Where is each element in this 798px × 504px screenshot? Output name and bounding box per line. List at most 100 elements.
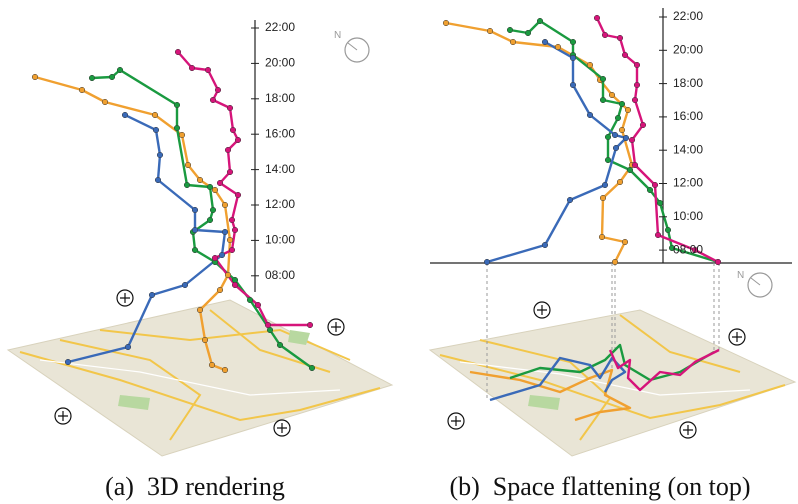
time-label: 18:00 bbox=[673, 76, 703, 90]
vertex-marker bbox=[631, 96, 639, 104]
vertex-marker bbox=[601, 31, 609, 39]
vertex-marker bbox=[121, 111, 129, 119]
vertex-marker bbox=[181, 281, 189, 289]
vertex-marker bbox=[618, 100, 626, 108]
vertex-marker bbox=[611, 131, 619, 139]
vertex-marker bbox=[78, 86, 86, 94]
vertex-marker bbox=[226, 104, 234, 112]
vertex-marker bbox=[226, 236, 234, 244]
vertex-marker bbox=[196, 306, 204, 314]
vertex-marker bbox=[486, 27, 494, 35]
vertex-marker bbox=[612, 144, 620, 152]
vertex-marker bbox=[206, 183, 214, 191]
time-label: 12:00 bbox=[673, 176, 703, 190]
vertex-marker bbox=[509, 38, 517, 46]
vertex-marker bbox=[621, 51, 629, 59]
compass-left: N bbox=[334, 30, 370, 63]
vertex-marker bbox=[191, 206, 199, 214]
vertex-marker bbox=[524, 29, 532, 37]
vertex-marker bbox=[626, 166, 634, 174]
vertex-marker bbox=[101, 98, 109, 106]
vertex-marker bbox=[569, 38, 577, 46]
vertex-marker bbox=[442, 19, 450, 27]
vertex-marker bbox=[586, 61, 594, 69]
vertex-marker bbox=[178, 131, 186, 139]
vertex-marker bbox=[569, 81, 577, 89]
time-label: 22:00 bbox=[673, 9, 703, 23]
vertex-marker bbox=[616, 178, 624, 186]
vertex-marker bbox=[624, 106, 632, 114]
vertex-marker bbox=[174, 48, 182, 56]
vertex-marker bbox=[264, 321, 272, 329]
vertex-marker bbox=[598, 233, 606, 241]
vertex-marker bbox=[541, 241, 549, 249]
vertex-marker bbox=[218, 251, 226, 259]
vertex-marker bbox=[224, 271, 232, 279]
vertex-marker bbox=[209, 206, 217, 214]
vertex-marker bbox=[156, 151, 164, 159]
vertex-marker bbox=[586, 111, 594, 119]
vertex-marker bbox=[654, 231, 662, 239]
time-label: 16:00 bbox=[673, 109, 703, 123]
time-label: 20:00 bbox=[673, 42, 703, 56]
vertex-marker bbox=[224, 146, 232, 154]
time-label: 08:00 bbox=[265, 268, 295, 282]
vertex-marker bbox=[614, 114, 622, 122]
vertex-marker bbox=[631, 161, 639, 169]
vertex-marker bbox=[254, 301, 262, 309]
time-label: 08:00 bbox=[673, 242, 703, 256]
vertex-marker bbox=[246, 296, 254, 304]
vertex-marker bbox=[196, 176, 204, 184]
projection-lines bbox=[486, 263, 720, 400]
vertex-marker bbox=[209, 96, 217, 104]
time-label: 10:00 bbox=[265, 233, 295, 247]
time-label: 12:00 bbox=[265, 197, 295, 211]
trajectories-right bbox=[442, 14, 722, 266]
vertex-marker bbox=[116, 66, 124, 74]
vertex-marker bbox=[276, 341, 284, 349]
vertex-marker bbox=[88, 74, 96, 82]
vertex-marker bbox=[601, 181, 609, 189]
vertex-marker bbox=[211, 254, 219, 262]
vertex-marker bbox=[191, 246, 199, 254]
vertex-marker bbox=[569, 54, 577, 62]
vertex-marker bbox=[622, 134, 630, 142]
vertex-marker bbox=[226, 168, 234, 176]
time-axis-right bbox=[430, 8, 792, 264]
vertex-marker bbox=[483, 258, 491, 266]
vertex-marker bbox=[618, 126, 626, 134]
map-right bbox=[428, 309, 797, 457]
vertex-marker bbox=[554, 43, 562, 51]
vertex-marker bbox=[306, 321, 314, 329]
vertex-marker bbox=[31, 73, 39, 81]
compass-label: N bbox=[334, 30, 341, 41]
vertex-marker bbox=[651, 181, 659, 189]
time-label: 20:00 bbox=[265, 56, 295, 70]
vertex-marker bbox=[64, 358, 72, 366]
vertex-marker bbox=[308, 364, 316, 372]
vertex-marker bbox=[608, 91, 616, 99]
vertex-marker bbox=[616, 34, 624, 42]
vertex-marker bbox=[593, 14, 601, 22]
time-label: 14:00 bbox=[673, 142, 703, 156]
vertex-marker bbox=[633, 81, 641, 89]
vertex-marker bbox=[183, 181, 191, 189]
vertex-marker bbox=[204, 66, 212, 74]
vertex-marker bbox=[506, 26, 514, 34]
vertex-marker bbox=[604, 156, 612, 164]
vertex-marker bbox=[668, 244, 676, 252]
vertex-marker bbox=[221, 366, 229, 374]
vertex-marker bbox=[173, 101, 181, 109]
vertex-marker bbox=[151, 111, 159, 119]
vertex-marker bbox=[599, 75, 607, 83]
time-label: 14:00 bbox=[265, 162, 295, 176]
compass-label: N bbox=[737, 270, 744, 281]
vertex-marker bbox=[628, 136, 636, 144]
vertex-marker bbox=[566, 196, 574, 204]
plus-markers bbox=[54, 289, 746, 439]
vertex-marker bbox=[599, 194, 607, 202]
compass-right: N bbox=[737, 270, 773, 298]
caption: (a) 3D rendering bbox=[105, 472, 285, 501]
vertex-marker bbox=[621, 238, 629, 246]
